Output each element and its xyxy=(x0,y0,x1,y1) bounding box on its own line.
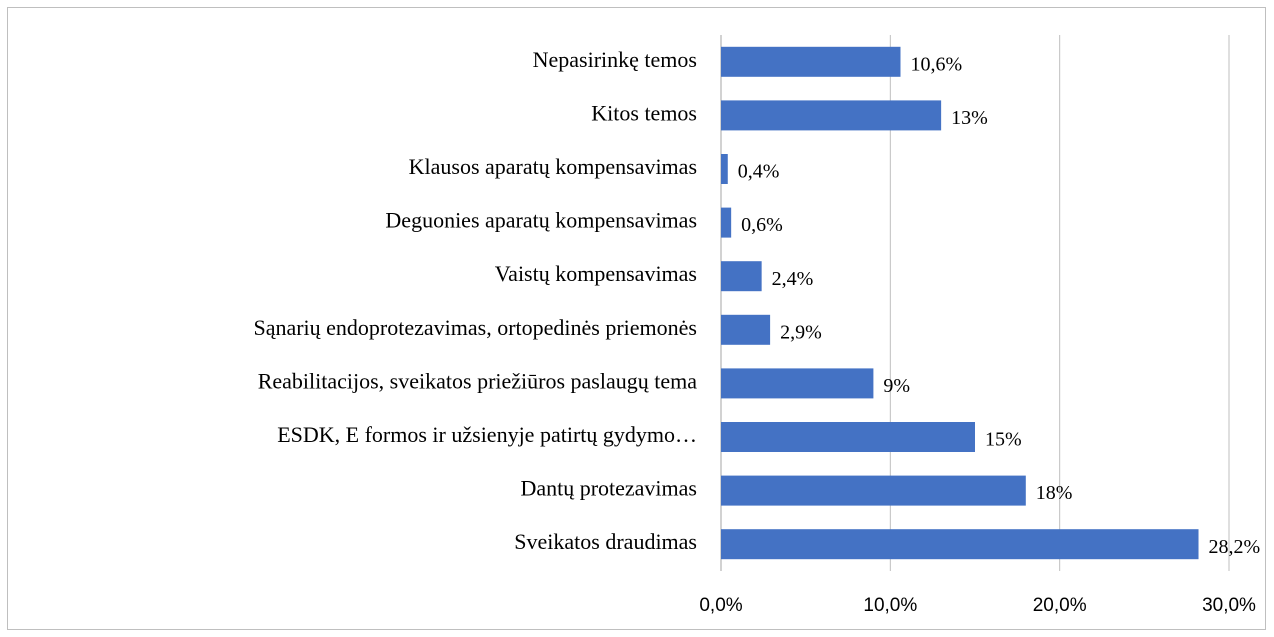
data-label: 9% xyxy=(883,375,910,397)
bar xyxy=(721,100,942,131)
bar xyxy=(721,529,1199,560)
bar xyxy=(721,475,1026,506)
x-tick-label: 0,0% xyxy=(699,595,742,616)
y-tick-label: ESDK, E formos ir užsienyje patirtų gydy… xyxy=(277,422,697,447)
data-label: 28,2% xyxy=(1209,536,1261,558)
y-tick-label: Reabilitacijos, sveikatos priežiūros pas… xyxy=(258,368,698,393)
bar xyxy=(721,261,762,292)
bar xyxy=(721,46,901,77)
y-tick-label: Kitos temos xyxy=(591,100,697,125)
bar xyxy=(721,422,975,452)
y-tick-label: Deguonies aparatų kompensavimas xyxy=(385,208,697,233)
data-label: 10,6% xyxy=(910,53,962,75)
x-tick-label: 20,0% xyxy=(1033,595,1087,616)
y-tick-label: Sveikatos draudimas xyxy=(514,529,697,554)
chart-border xyxy=(7,7,1266,630)
y-tick-label: Sąnarių endoprotezavimas, ortopedinės pr… xyxy=(253,315,697,340)
data-label: 0,4% xyxy=(738,161,780,183)
x-tick-label: 30,0% xyxy=(1202,595,1256,616)
bar xyxy=(721,154,728,184)
bar xyxy=(721,207,732,238)
data-label: 2,9% xyxy=(780,321,822,343)
data-label: 18% xyxy=(1036,482,1073,504)
bar xyxy=(721,368,874,399)
bar xyxy=(721,314,771,345)
data-label: 0,6% xyxy=(741,214,783,236)
y-tick-label: Dantų protezavimas xyxy=(520,476,697,501)
y-tick-label: Vaistų kompensavimas xyxy=(495,261,697,286)
x-tick-label: 10,0% xyxy=(863,595,917,616)
data-label: 13% xyxy=(951,107,988,129)
y-tick-label: Nepasirinkę temos xyxy=(533,47,697,72)
data-label: 2,4% xyxy=(772,268,814,290)
y-tick-label: Klausos aparatų kompensavimas xyxy=(409,154,697,179)
data-label: 15% xyxy=(985,429,1022,451)
